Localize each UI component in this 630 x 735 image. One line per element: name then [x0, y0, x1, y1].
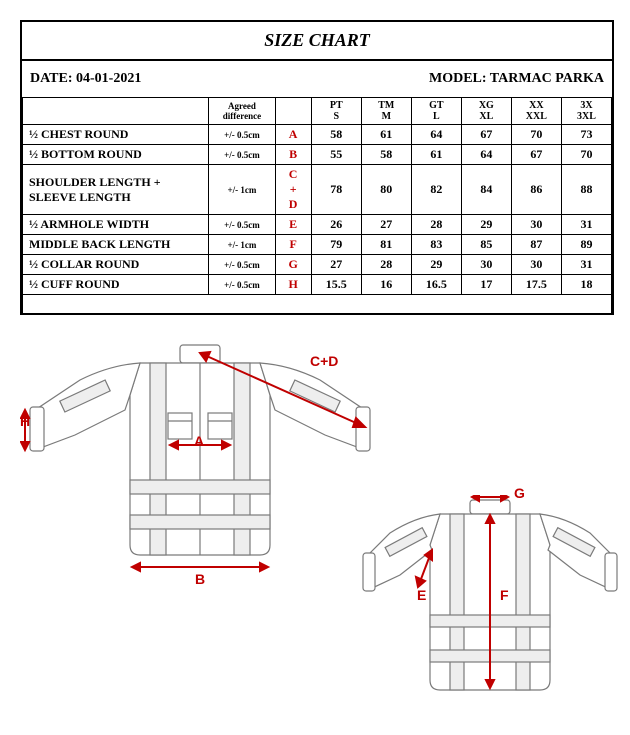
model-label: MODEL: TARMAC PARKA	[429, 71, 604, 87]
col-agreed: Agreed difference	[209, 98, 275, 125]
label-h: H	[20, 413, 30, 429]
size-table: Agreed difference PTS TMM GTL XGXL XXXXL…	[22, 97, 612, 313]
label-b: B	[195, 571, 205, 587]
table-row: ½ CHEST ROUND+/- 0.5cmA586164677073	[23, 125, 612, 145]
label-e: E	[417, 587, 426, 603]
size-table-body: ½ CHEST ROUND+/- 0.5cmA586164677073½ BOT…	[23, 125, 612, 314]
label-f: F	[500, 587, 509, 603]
table-row: ½ ARMHOLE WIDTH+/- 0.5cmE262728293031	[23, 215, 612, 235]
label-a: A	[194, 433, 204, 449]
header-row: Agreed difference PTS TMM GTL XGXL XXXXL…	[23, 98, 612, 125]
table-row: ½ COLLAR ROUND+/- 0.5cmG272829303031	[23, 255, 612, 275]
label-cd: C+D	[310, 353, 338, 369]
jacket-front-diagram	[20, 335, 380, 595]
date-label: DATE: 04-01-2021	[30, 71, 141, 87]
meta-row: DATE: 04-01-2021 MODEL: TARMAC PARKA	[22, 61, 612, 97]
jacket-back-diagram	[360, 495, 620, 715]
table-row: ½ CUFF ROUND+/- 0.5cmH15.51616.51717.518	[23, 275, 612, 295]
table-row: ½ BOTTOM ROUND+/- 0.5cmB555861646770	[23, 145, 612, 165]
table-row: SHOULDER LENGTH + SLEEVE LENGTH+/- 1cmC …	[23, 165, 612, 215]
chart-title: SIZE CHART	[22, 22, 612, 61]
table-row: MIDDLE BACK LENGTH+/- 1cmF798183858789	[23, 235, 612, 255]
size-chart-container: SIZE CHART DATE: 04-01-2021 MODEL: TARMA…	[20, 20, 614, 315]
diagram-area: C+D H A B G E F	[20, 335, 610, 715]
label-g: G	[514, 485, 525, 501]
